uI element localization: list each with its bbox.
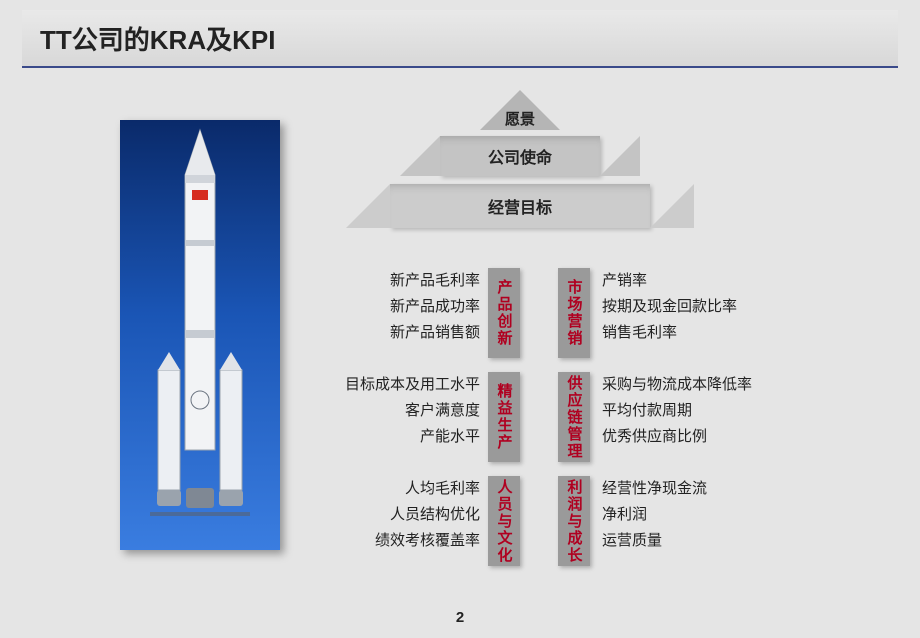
kpi-item: 运营质量	[602, 528, 862, 554]
kra-box-left: 人员与文化	[488, 476, 520, 566]
kpi-item: 目标成本及用工水平	[310, 372, 480, 398]
slide-header: TT公司的KRA及KPI	[22, 10, 898, 68]
page-number: 2	[456, 609, 464, 626]
kpi-list-left: 人均毛利率人员结构优化绩效考核覆盖率	[310, 476, 480, 554]
rocket-image	[120, 120, 280, 550]
kra-row: 新产品毛利率新产品成功率新产品销售额产品创新市场营销产销率按期及现金回款比率销售…	[320, 262, 880, 358]
pyramid-tier-2: 公司使命	[440, 136, 600, 176]
kpi-item: 人员结构优化	[310, 502, 480, 528]
strategy-pyramid: 愿景 公司使命 经营目标	[370, 90, 670, 250]
kra-box-right: 利润与成长	[558, 476, 590, 566]
kra-row: 人均毛利率人员结构优化绩效考核覆盖率人员与文化利润与成长经营性净现金流净利润运营…	[320, 470, 880, 566]
kra-grid: 新产品毛利率新产品成功率新产品销售额产品创新市场营销产销率按期及现金回款比率销售…	[320, 262, 880, 574]
pyramid-tier-3: 经营目标	[390, 184, 650, 228]
rocket-icon	[120, 120, 280, 550]
pyramid-label-vision: 愿景	[505, 108, 535, 129]
kpi-list-right: 产销率按期及现金回款比率销售毛利率	[602, 268, 862, 346]
kra-row: 目标成本及用工水平客户满意度产能水平精益生产供应链管理采购与物流成本降低率平均付…	[320, 366, 880, 462]
kpi-item: 绩效考核覆盖率	[310, 528, 480, 554]
kpi-item: 优秀供应商比例	[602, 424, 862, 450]
kpi-item: 净利润	[602, 502, 862, 528]
kra-box-left: 产品创新	[488, 268, 520, 358]
kra-box-left: 精益生产	[488, 372, 520, 462]
kpi-item: 新产品成功率	[310, 294, 480, 320]
kpi-list-right: 采购与物流成本降低率平均付款周期优秀供应商比例	[602, 372, 862, 450]
kpi-list-left: 目标成本及用工水平客户满意度产能水平	[310, 372, 480, 450]
kpi-item: 客户满意度	[310, 398, 480, 424]
kpi-list-right: 经营性净现金流净利润运营质量	[602, 476, 862, 554]
pyramid-label-objectives: 经营目标	[488, 194, 552, 218]
kpi-item: 产能水平	[310, 424, 480, 450]
kpi-item: 销售毛利率	[602, 320, 862, 346]
kra-box-right: 供应链管理	[558, 372, 590, 462]
kpi-item: 新产品毛利率	[310, 268, 480, 294]
kpi-list-left: 新产品毛利率新产品成功率新产品销售额	[310, 268, 480, 346]
kpi-item: 按期及现金回款比率	[602, 294, 862, 320]
kpi-item: 产销率	[602, 268, 862, 294]
kpi-item: 经营性净现金流	[602, 476, 862, 502]
pyramid-label-mission: 公司使命	[488, 144, 552, 168]
slide-title: TT公司的KRA及KPI	[40, 20, 275, 57]
kra-box-right: 市场营销	[558, 268, 590, 358]
kpi-item: 新产品销售额	[310, 320, 480, 346]
kpi-item: 人均毛利率	[310, 476, 480, 502]
kpi-item: 采购与物流成本降低率	[602, 372, 862, 398]
kpi-item: 平均付款周期	[602, 398, 862, 424]
